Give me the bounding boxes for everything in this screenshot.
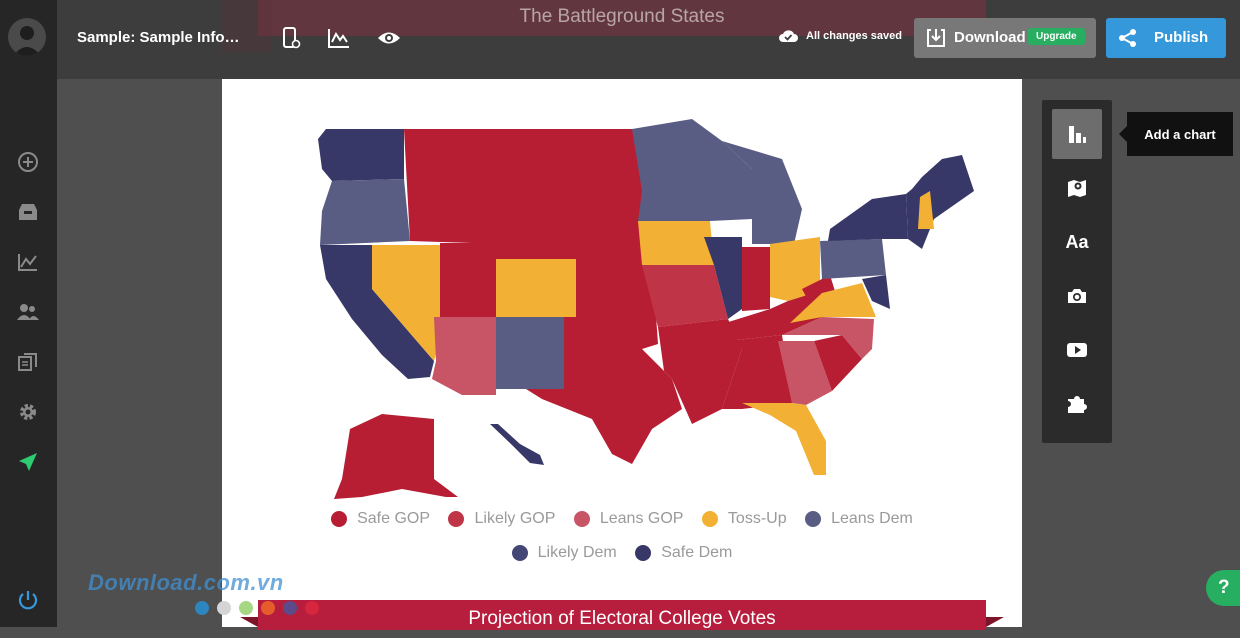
legend-item-likely-gop: Likely GOP bbox=[448, 504, 555, 534]
state-arizona[interactable] bbox=[432, 317, 496, 395]
state-minnesota[interactable] bbox=[632, 119, 722, 221]
state-north-carolina[interactable] bbox=[782, 317, 874, 359]
banner-tail-right bbox=[986, 617, 1004, 627]
watermark-text: Download.com.vn bbox=[88, 570, 284, 595]
legend-item-leans-gop: Leans GOP bbox=[573, 504, 683, 534]
download-label: Download bbox=[954, 29, 1026, 46]
state-new-mexico[interactable] bbox=[496, 317, 564, 389]
canvas-header-ghost bbox=[258, 0, 986, 36]
help-button[interactable]: ? bbox=[1206, 570, 1240, 606]
duplicate-icon[interactable] bbox=[15, 349, 41, 375]
legend-item-toss-up: Toss-Up bbox=[701, 504, 787, 534]
download-icon bbox=[925, 27, 947, 54]
state-california[interactable] bbox=[320, 245, 434, 379]
watermark-dot bbox=[305, 601, 319, 615]
watermark-dot bbox=[239, 601, 253, 615]
watermark-dot bbox=[217, 601, 231, 615]
text-tool-glyph: Aa bbox=[1065, 231, 1089, 252]
legend-item-likely-dem: Likely Dem bbox=[511, 538, 617, 568]
state-new-england[interactable] bbox=[906, 155, 974, 249]
text-tool-icon[interactable]: Aa bbox=[1052, 217, 1102, 267]
watermark-dot bbox=[283, 601, 297, 615]
widget-tool-icon[interactable] bbox=[1052, 379, 1102, 429]
canvas-header-title: The Battleground States bbox=[519, 6, 725, 27]
mobile-settings-icon[interactable] bbox=[278, 24, 304, 52]
state-washington[interactable] bbox=[318, 129, 404, 181]
state-new-jersey-maryland[interactable] bbox=[862, 275, 890, 309]
map-legend: Safe GOP Likely GOP Leans GOP Toss-Up Le… bbox=[282, 504, 962, 572]
state-alaska[interactable] bbox=[334, 414, 458, 499]
state-iowa[interactable] bbox=[638, 221, 714, 265]
infographic-canvas[interactable]: Safe GOP Likely GOP Leans GOP Toss-Up Le… bbox=[222, 79, 1022, 630]
publish-button[interactable]: Publish bbox=[1106, 18, 1226, 58]
left-sidebar bbox=[0, 0, 57, 627]
state-virginia[interactable] bbox=[790, 283, 876, 323]
legend-item-leans-dem: Leans Dem bbox=[805, 504, 913, 534]
state-missouri[interactable] bbox=[642, 265, 728, 327]
state-south-carolina[interactable] bbox=[814, 335, 862, 391]
state-texas[interactable] bbox=[526, 349, 682, 464]
power-icon[interactable] bbox=[15, 587, 41, 613]
map-tool-icon[interactable] bbox=[1052, 163, 1102, 213]
legend-item-safe-gop: Safe GOP bbox=[331, 504, 430, 534]
state-georgia[interactable] bbox=[778, 341, 832, 405]
add-circle-icon[interactable] bbox=[15, 149, 41, 175]
state-oregon[interactable] bbox=[320, 179, 410, 245]
team-icon[interactable] bbox=[15, 299, 41, 325]
state-florida[interactable] bbox=[742, 403, 826, 475]
photo-tool-icon[interactable] bbox=[1052, 271, 1102, 321]
state-indiana[interactable] bbox=[742, 247, 770, 311]
watermark-dot bbox=[261, 601, 275, 615]
us-election-map[interactable] bbox=[222, 79, 1022, 499]
user-avatar[interactable] bbox=[8, 18, 46, 56]
state-ohio[interactable] bbox=[770, 237, 820, 301]
state-nevada[interactable] bbox=[372, 245, 440, 361]
electoral-votes-banner[interactable]: Projection of Electoral College Votes bbox=[258, 600, 986, 630]
inbox-icon[interactable] bbox=[15, 199, 41, 225]
state-wisconsin[interactable] bbox=[692, 141, 752, 221]
video-tool-icon[interactable] bbox=[1052, 325, 1102, 375]
chart-activity-icon[interactable] bbox=[326, 24, 352, 52]
eye-icon[interactable] bbox=[376, 24, 402, 52]
legend-item-safe-dem: Safe Dem bbox=[635, 538, 732, 568]
state-michigan[interactable] bbox=[722, 141, 802, 244]
state-pennsylvania[interactable] bbox=[820, 239, 886, 279]
state-arkansas-louisiana[interactable] bbox=[658, 319, 742, 424]
rocket-icon[interactable] bbox=[15, 449, 41, 475]
watermark-dots bbox=[195, 601, 319, 615]
download-button[interactable]: Download Upgrade bbox=[914, 18, 1096, 58]
chart-icon[interactable] bbox=[15, 249, 41, 275]
publish-label: Publish bbox=[1154, 29, 1209, 46]
watermark-dot bbox=[195, 601, 209, 615]
state-kansas-oklahoma[interactable] bbox=[564, 259, 658, 349]
project-title[interactable]: Sample: Sample Info… bbox=[77, 29, 240, 46]
state-utah[interactable] bbox=[440, 243, 496, 317]
chart-tool-icon[interactable] bbox=[1052, 109, 1102, 159]
state-colorado[interactable] bbox=[496, 259, 576, 317]
add-element-toolbar: Aa bbox=[1042, 100, 1112, 443]
state-idaho-montana[interactable] bbox=[404, 129, 642, 243]
save-status-label: All changes saved bbox=[806, 30, 902, 42]
state-illinois[interactable] bbox=[704, 237, 742, 319]
share-icon bbox=[1118, 28, 1138, 53]
gear-icon[interactable] bbox=[15, 399, 41, 425]
state-kentucky-tennessee[interactable] bbox=[722, 291, 822, 341]
state-mississippi-alabama[interactable] bbox=[722, 335, 792, 409]
state-new-hampshire[interactable] bbox=[918, 191, 934, 229]
cloud-check-icon bbox=[779, 30, 798, 42]
canvas-ribbon-ghost bbox=[222, 0, 272, 52]
state-hawaii[interactable] bbox=[490, 424, 544, 465]
save-status: All changes saved bbox=[778, 29, 902, 43]
add-chart-tooltip: Add a chart bbox=[1119, 112, 1233, 156]
upgrade-badge[interactable]: Upgrade bbox=[1028, 28, 1085, 45]
state-new-york[interactable] bbox=[828, 194, 908, 241]
banner-tail-left bbox=[240, 617, 258, 627]
